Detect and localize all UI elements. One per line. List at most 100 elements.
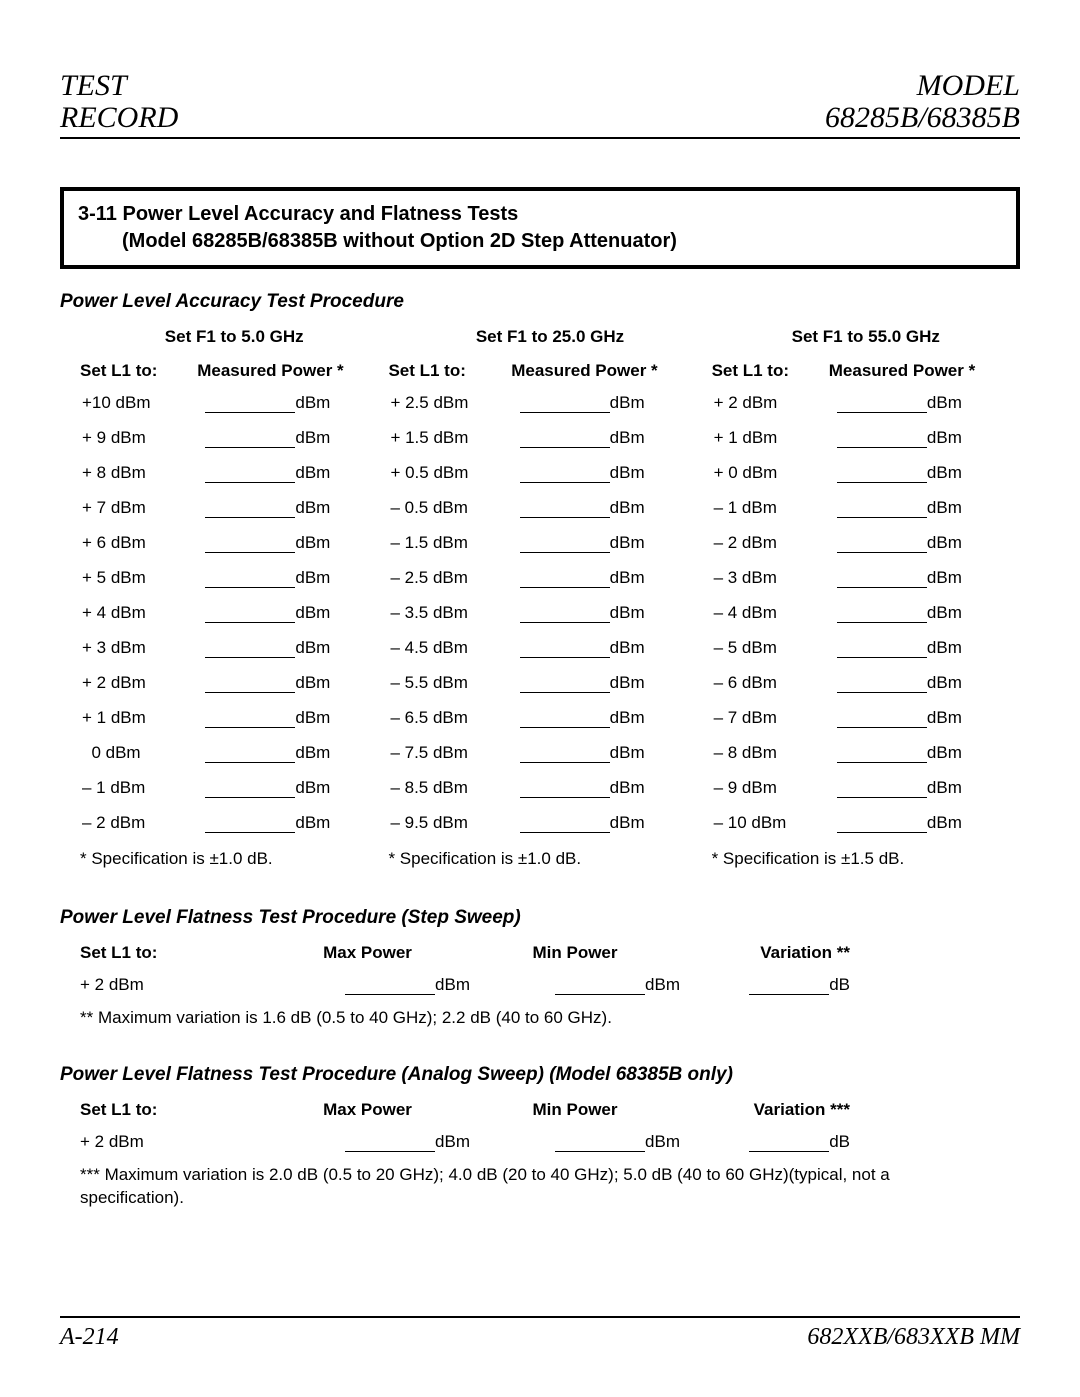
unit-label: dBm <box>295 603 330 623</box>
set-l1-value: – 9 dBm <box>712 778 819 798</box>
accuracy-proc-title: Power Level Accuracy Test Procedure <box>60 291 1020 313</box>
data-row: – 2 dBm dBm <box>80 813 388 833</box>
blank-field <box>837 815 927 833</box>
data-row: – 5.5 dBmdBm <box>388 673 711 693</box>
spec-note: * Specification is ±1.0 dB. <box>80 849 388 869</box>
blank-field <box>205 395 295 413</box>
unit-label: dBm <box>610 638 645 658</box>
set-l1-value: + 2.5 dBm <box>388 393 500 413</box>
set-l1-value: – 3.5 dBm <box>388 603 500 623</box>
data-row: – 10 dBmdBm <box>712 813 1020 833</box>
data-row: – 7.5 dBmdBm <box>388 743 711 763</box>
set-l1-value: + 1 dBm <box>712 428 819 448</box>
unit-label: dBm <box>927 568 962 588</box>
section-title: Power Level Accuracy and Flatness Tests <box>123 203 519 225</box>
blank-field <box>205 640 295 658</box>
ft-hdr-3: Min Power <box>470 943 680 963</box>
unit-label: dBm <box>927 533 962 553</box>
header-left-line2: RECORD <box>60 102 178 134</box>
fa-hdr-2: Max Power <box>265 1100 470 1120</box>
set-l1-value: + 0.5 dBm <box>388 463 500 483</box>
blank-field <box>520 675 610 693</box>
set-l1-value: – 0.5 dBm <box>388 498 500 518</box>
blank-field <box>520 500 610 518</box>
set-l1-value: – 3 dBm <box>712 568 819 588</box>
flat-analog-note: *** Maximum variation is 2.0 dB (0.5 to … <box>80 1164 970 1210</box>
footer-rule <box>60 1316 1020 1318</box>
unit-label: dBm <box>610 568 645 588</box>
data-row: – 8 dBmdBm <box>712 743 1020 763</box>
data-row: – 9.5 dBmdBm <box>388 813 711 833</box>
set-l1-value: – 7 dBm <box>712 708 819 728</box>
set-l1-value: + 8 dBm <box>80 463 187 483</box>
blank-field <box>837 535 927 553</box>
set-l1-value: + 2 dBm <box>80 673 187 693</box>
set-l1-value: + 0 dBm <box>712 463 819 483</box>
set-l1-value: – 9.5 dBm <box>388 813 500 833</box>
page: TEST RECORD MODEL 68285B/68385B 3-11 Pow… <box>0 0 1080 1250</box>
data-row: + 2.5 dBm dBm <box>388 393 711 413</box>
blank-field <box>205 745 295 763</box>
data-row: 0 dBmdBm <box>80 743 388 763</box>
unit-label: dBm <box>927 463 962 483</box>
ft-r-min: dBm <box>470 975 680 995</box>
ft-hdr-1: Set L1 to: <box>80 943 265 963</box>
data-row: + 2 dBmdBm <box>712 393 1020 413</box>
header-right-line1: MODEL <box>825 70 1020 102</box>
blank-field <box>837 500 927 518</box>
ft-r-l1: + 2 dBm <box>80 975 265 995</box>
set-l1-value: 0 dBm <box>80 743 187 763</box>
data-row: + 7 dBm dBm <box>80 498 388 518</box>
sub-hdr-left: Set L1 to: <box>80 361 197 381</box>
flat-step-note: ** Maximum variation is 1.6 dB (0.5 to 4… <box>80 1007 1020 1030</box>
flat-step-title: Power Level Flatness Test Procedure (Ste… <box>60 907 1020 929</box>
set-l1-value: + 6 dBm <box>80 533 187 553</box>
unit-label: dBm <box>927 813 962 833</box>
spec-note: * Specification is ±1.5 dB. <box>712 849 1020 869</box>
header-right-line2: 68285B/68385B <box>825 102 1020 134</box>
unit-label: dBm <box>295 463 330 483</box>
data-row: – 1 dBmdBm <box>80 778 388 798</box>
unit-label: dBm <box>295 813 330 833</box>
set-l1-value: + 1 dBm <box>80 708 187 728</box>
sub-hdr-right: Measured Power * <box>197 361 388 381</box>
blank-field <box>205 430 295 448</box>
fa-hdr-1: Set L1 to: <box>80 1100 265 1120</box>
data-row: – 1 dBmdBm <box>712 498 1020 518</box>
set-l1-value: – 8.5 dBm <box>388 778 500 798</box>
unit-label: dBm <box>610 673 645 693</box>
flat-step-headers: Set L1 to: Max Power Min Power Variation… <box>80 943 870 963</box>
set-l1-value: – 4.5 dBm <box>388 638 500 658</box>
set-l1-value: + 9 dBm <box>80 428 187 448</box>
ft-r-max: dBm <box>265 975 470 995</box>
sub-header-row: Set L1 to:Measured Power * <box>388 361 711 381</box>
flat-analog-title: Power Level Flatness Test Procedure (Ana… <box>60 1064 1020 1086</box>
blank-field <box>205 605 295 623</box>
data-row: – 3.5 dBmdBm <box>388 603 711 623</box>
spec-note: * Specification is ±1.0 dB. <box>388 849 711 869</box>
unit-label: dBm <box>295 498 330 518</box>
blank-field <box>205 815 295 833</box>
unit-label: dBm <box>295 393 330 413</box>
set-l1-value: + 4 dBm <box>80 603 187 623</box>
fa-hdr-3: Min Power <box>470 1100 680 1120</box>
flat-analog-row: + 2 dBm dBm dBm dB <box>80 1132 870 1152</box>
fa-hdr-4: Variation *** <box>680 1100 850 1120</box>
set-l1-value: + 7 dBm <box>80 498 187 518</box>
set-l1-value: – 2 dBm <box>80 813 187 833</box>
set-l1-value: – 1.5 dBm <box>388 533 500 553</box>
data-row: – 4.5 dBm dBm <box>388 638 711 658</box>
unit-label: dBm <box>927 638 962 658</box>
unit-label: dBm <box>610 428 645 448</box>
unit-label: dBm <box>927 778 962 798</box>
set-l1-value: + 2 dBm <box>712 393 819 413</box>
set-l1-value: + 1.5 dBm <box>388 428 500 448</box>
accuracy-columns: Set F1 to 5.0 GHzSet L1 to:Measured Powe… <box>80 327 1020 869</box>
blank-field <box>837 570 927 588</box>
data-row: – 6.5 dBmdBm <box>388 708 711 728</box>
header-left: TEST RECORD <box>60 70 178 133</box>
unit-label: dBm <box>610 393 645 413</box>
flat-step-table: Set L1 to: Max Power Min Power Variation… <box>80 943 870 995</box>
fa-r-min: dBm <box>470 1132 680 1152</box>
unit-label: dBm <box>610 778 645 798</box>
